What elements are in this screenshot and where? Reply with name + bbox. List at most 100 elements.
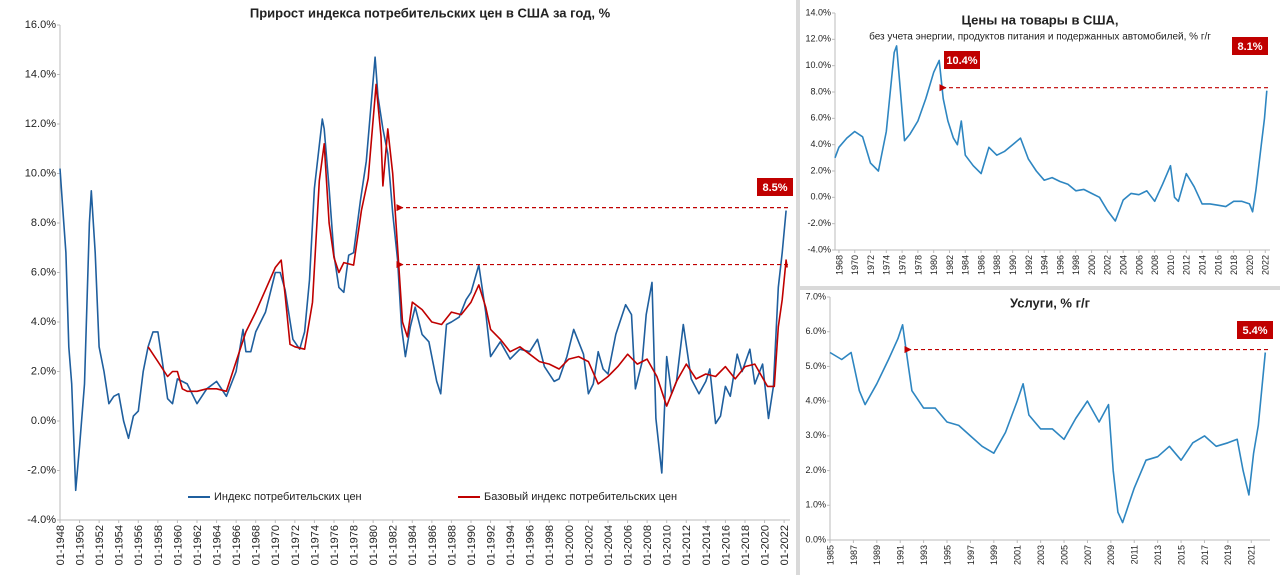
y-tick-label: 6.0% [31, 266, 56, 278]
x-tick-label: 2015 [1176, 545, 1186, 565]
x-tick-label: 01-1982 [388, 525, 400, 565]
x-tick-label: 01-1954 [114, 525, 126, 565]
y-tick-label: 3.0% [805, 430, 826, 440]
annotation-box [1237, 321, 1273, 339]
x-tick-label: 1996 [1055, 255, 1065, 275]
legend-label: Базовый индекс потребительских цен [484, 491, 677, 503]
x-tick-label: 01-1998 [544, 525, 556, 565]
y-tick-label: 6.0% [805, 326, 826, 336]
y-tick-label: 0.0% [31, 415, 56, 427]
chart-title: Прирост индекса потребительских цен в СШ… [250, 5, 611, 20]
x-tick-label: 01-2022 [779, 525, 791, 565]
annotation: 8.5% [762, 182, 787, 194]
x-tick-label: 01-1974 [309, 525, 321, 565]
x-tick-label: 01-1948 [55, 525, 67, 565]
x-tick-label: 1970 [850, 255, 860, 275]
x-tick-label: 01-2002 [583, 525, 595, 565]
legend-label: Индекс потребительских цен [214, 491, 362, 503]
x-tick-label: 2011 [1130, 545, 1140, 564]
line-series [834, 45, 1268, 222]
x-tick-label: 2014 [1197, 255, 1207, 275]
y-tick-label: 4.0% [31, 316, 56, 328]
x-tick-label: 01-1978 [348, 525, 360, 565]
x-tick-label: 2001 [1013, 545, 1023, 565]
x-tick-label: 2008 [1150, 255, 1160, 275]
annotation-box [944, 51, 980, 69]
y-tick-label: 14.0% [25, 68, 56, 80]
x-tick-label: 2004 [1119, 255, 1129, 275]
x-tick-label: 1985 [825, 545, 835, 565]
x-tick-label: 1993 [919, 545, 929, 565]
y-tick-label: 0.0% [810, 192, 831, 202]
left-panel [0, 0, 796, 575]
x-tick-label: 2009 [1106, 545, 1116, 565]
bottom-right-panel [800, 290, 1280, 575]
x-tick-label: 1982 [945, 255, 955, 275]
x-tick-label: 1997 [966, 545, 976, 565]
y-tick-label: 12.0% [25, 118, 56, 130]
x-tick-label: 01-2010 [662, 525, 674, 565]
x-tick-label: 1987 [849, 545, 859, 565]
line-series [829, 323, 1267, 524]
x-tick-label: 01-1968 [251, 525, 263, 565]
chart-title: Услуги, % г/г [1010, 295, 1091, 310]
x-tick-label: 2000 [1087, 255, 1097, 275]
y-tick-label: 10.0% [25, 167, 56, 179]
x-tick-label: 1984 [961, 255, 971, 275]
y-tick-label: 7.0% [805, 291, 826, 301]
x-tick-label: 01-1984 [407, 525, 419, 565]
y-tick-label: 10.0% [805, 60, 831, 70]
x-tick-label: 01-1952 [94, 525, 106, 565]
x-tick-label: 1991 [896, 545, 906, 565]
x-tick-label: 01-1990 [466, 525, 478, 565]
x-tick-label: 01-2008 [642, 525, 654, 565]
x-tick-label: 01-2014 [701, 525, 713, 565]
annotation: 5.4% [1242, 325, 1267, 337]
x-tick-label: 01-1962 [192, 525, 204, 565]
x-tick-label: 1995 [942, 545, 952, 565]
x-tick-label: 1989 [872, 545, 882, 565]
y-tick-label: 2.0% [31, 365, 56, 377]
x-tick-label: 2019 [1223, 545, 1233, 565]
x-tick-label: 2022 [1261, 255, 1271, 275]
y-tick-label: 2.0% [805, 465, 826, 475]
x-tick-label: 1986 [976, 255, 986, 275]
y-tick-label: -4.0% [807, 244, 831, 254]
x-tick-label: 2021 [1247, 545, 1257, 565]
x-tick-label: 1968 [834, 255, 844, 275]
x-tick-label: 1976 [897, 255, 907, 275]
x-tick-label: 01-2006 [622, 525, 634, 565]
top-right-panel [800, 0, 1280, 286]
annotation: 8.1% [1237, 41, 1262, 53]
annotation-box [1232, 37, 1268, 55]
x-tick-label: 01-1996 [525, 525, 537, 565]
x-tick-label: 01-1994 [505, 525, 517, 565]
x-tick-label: 2003 [1036, 545, 1046, 565]
x-tick-label: 2018 [1229, 255, 1239, 275]
x-tick-label: 1978 [913, 255, 923, 275]
x-tick-label: 1980 [929, 255, 939, 275]
x-tick-label: 01-1970 [270, 525, 282, 565]
x-tick-label: 1974 [882, 255, 892, 275]
x-tick-label: 01-1980 [368, 525, 380, 565]
line-series [147, 83, 788, 407]
y-tick-label: -2.0% [27, 464, 56, 476]
y-tick-label: 4.0% [805, 396, 826, 406]
x-tick-label: 01-1992 [485, 525, 497, 565]
x-tick-label: 01-1960 [172, 525, 184, 565]
x-tick-label: 01-2000 [564, 525, 576, 565]
x-tick-label: 2005 [1059, 545, 1069, 565]
x-tick-label: 1988 [992, 255, 1002, 275]
x-tick-label: 1994 [1040, 255, 1050, 275]
y-tick-label: 14.0% [805, 7, 831, 17]
x-tick-label: 01-2012 [681, 525, 693, 565]
x-tick-label: 01-1956 [133, 525, 145, 565]
y-tick-label: -2.0% [807, 218, 831, 228]
x-tick-label: 01-2020 [759, 525, 771, 565]
y-tick-label: 8.0% [810, 86, 831, 96]
x-tick-label: 01-1986 [427, 525, 439, 565]
x-tick-label: 01-2018 [740, 525, 752, 565]
line-series [59, 56, 787, 492]
x-tick-label: 01-2016 [720, 525, 732, 565]
chart-subtitle: без учета энергии, продуктов питания и п… [869, 31, 1211, 43]
